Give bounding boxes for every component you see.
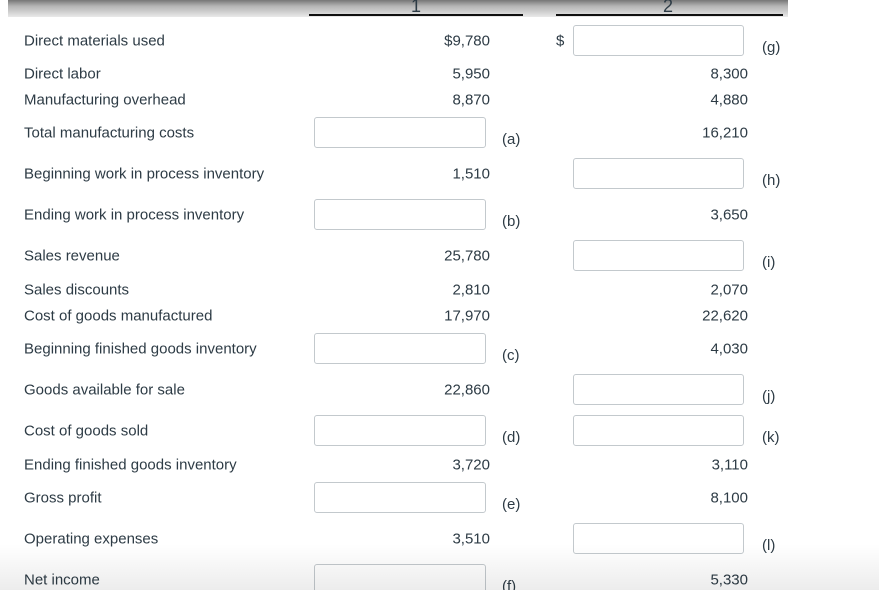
answer-input-a[interactable] — [314, 117, 486, 148]
col1-value: 3,510 — [452, 530, 490, 548]
row-label: Goods available for sale — [24, 381, 185, 399]
answer-letter-h: (h) — [762, 172, 781, 189]
answer-input-f[interactable] — [314, 564, 486, 590]
column-2-underline — [556, 14, 783, 16]
column-header-2: 2 — [662, 0, 674, 16]
row-label: Ending finished goods inventory — [24, 456, 237, 474]
table-row: Direct materials used $9,780 $ (g) — [0, 25, 879, 57]
table-row: Ending work in process inventory (b) 3,6… — [0, 199, 879, 231]
row-label: Beginning finished goods inventory — [24, 340, 257, 358]
row-label: Total manufacturing costs — [24, 124, 195, 142]
answer-letter-j: (j) — [762, 388, 776, 405]
row-label: Cost of goods manufactured — [24, 307, 213, 325]
col1-value: 8,870 — [452, 91, 490, 109]
table-row: Gross profit (e) 8,100 — [0, 482, 879, 514]
answer-input-c[interactable] — [314, 333, 486, 364]
answer-letter-i: (i) — [762, 254, 776, 271]
table-row: Cost of goods manufactured 17,970 22,620 — [0, 303, 879, 329]
row-label: Manufacturing overhead — [24, 91, 186, 109]
row-label: Beginning work in process inventory — [24, 165, 265, 183]
answer-input-h[interactable] — [573, 158, 744, 189]
col2-value: 8,100 — [710, 489, 748, 507]
table-row: Ending finished goods inventory 3,720 3,… — [0, 452, 879, 478]
table-row: Total manufacturing costs (a) 16,210 — [0, 117, 879, 149]
col2-value: 16,210 — [702, 124, 748, 142]
answer-letter-k: (k) — [762, 429, 780, 446]
table-row: Sales discounts 2,810 2,070 — [0, 277, 879, 303]
col1-value: 17,970 — [444, 307, 490, 325]
row-label: Gross profit — [24, 489, 102, 507]
col2-value: 8,300 — [710, 65, 748, 83]
answer-input-k[interactable] — [573, 415, 744, 446]
table-row: Manufacturing overhead 8,870 4,880 — [0, 87, 879, 113]
col1-value: 2,810 — [452, 281, 490, 299]
col1-value: $9,780 — [444, 32, 490, 50]
answer-letter-c: (c) — [502, 347, 520, 364]
col2-value: 3,110 — [711, 456, 748, 474]
col2-value: 4,880 — [710, 91, 748, 109]
answer-letter-e: (e) — [502, 496, 521, 513]
row-label: Direct labor — [24, 65, 101, 83]
answer-input-b[interactable] — [314, 199, 486, 230]
answer-letter-a: (a) — [502, 131, 521, 148]
row-label: Operating expenses — [24, 530, 159, 548]
table-row: Operating expenses 3,510 (l) — [0, 523, 879, 555]
col2-value: 5,330 — [710, 571, 748, 589]
row-label: Cost of goods sold — [24, 422, 149, 440]
row-label: Direct materials used — [24, 32, 165, 50]
table-row: Net income (f) 5,330 — [0, 564, 879, 590]
answer-letter-b: (b) — [502, 213, 521, 230]
column-header-1: 1 — [410, 0, 422, 16]
table-row: Cost of goods sold (d) (k) — [0, 415, 879, 447]
table-row: Beginning work in process inventory 1,51… — [0, 158, 879, 190]
col1-value: 1,510 — [452, 165, 490, 183]
answer-input-g[interactable] — [573, 25, 744, 56]
col2-value: 2,070 — [710, 281, 748, 299]
answer-letter-l: (l) — [762, 537, 776, 554]
currency-symbol: $ — [556, 32, 565, 50]
answer-input-e[interactable] — [314, 482, 486, 513]
table-row: Sales revenue 25,780 (i) — [0, 240, 879, 272]
table-row: Direct labor 5,950 8,300 — [0, 61, 879, 87]
answer-input-l[interactable] — [573, 523, 744, 554]
col2-value: 22,620 — [702, 307, 748, 325]
column-header-band: 1 2 — [8, 0, 788, 17]
answer-letter-g: (g) — [762, 39, 781, 56]
col1-value: 22,860 — [444, 381, 490, 399]
answer-input-j[interactable] — [573, 374, 744, 405]
col1-value: 3,720 — [452, 456, 490, 474]
row-label: Net income — [24, 571, 100, 589]
table-row: Beginning finished goods inventory (c) 4… — [0, 333, 879, 365]
row-label: Ending work in process inventory — [24, 206, 245, 224]
col2-value: 3,650 — [710, 206, 748, 224]
column-1-underline — [309, 14, 523, 16]
row-label: Sales discounts — [24, 281, 130, 299]
answer-input-i[interactable] — [573, 240, 744, 271]
col2-value: 4,030 — [710, 340, 748, 358]
row-label: Sales revenue — [24, 247, 120, 265]
col1-value: 5,950 — [452, 65, 490, 83]
answer-letter-d: (d) — [502, 429, 521, 446]
answer-letter-f: (f) — [502, 578, 517, 590]
col1-value: 25,780 — [444, 247, 490, 265]
answer-input-d[interactable] — [314, 415, 486, 446]
table-row: Goods available for sale 22,860 (j) — [0, 374, 879, 406]
